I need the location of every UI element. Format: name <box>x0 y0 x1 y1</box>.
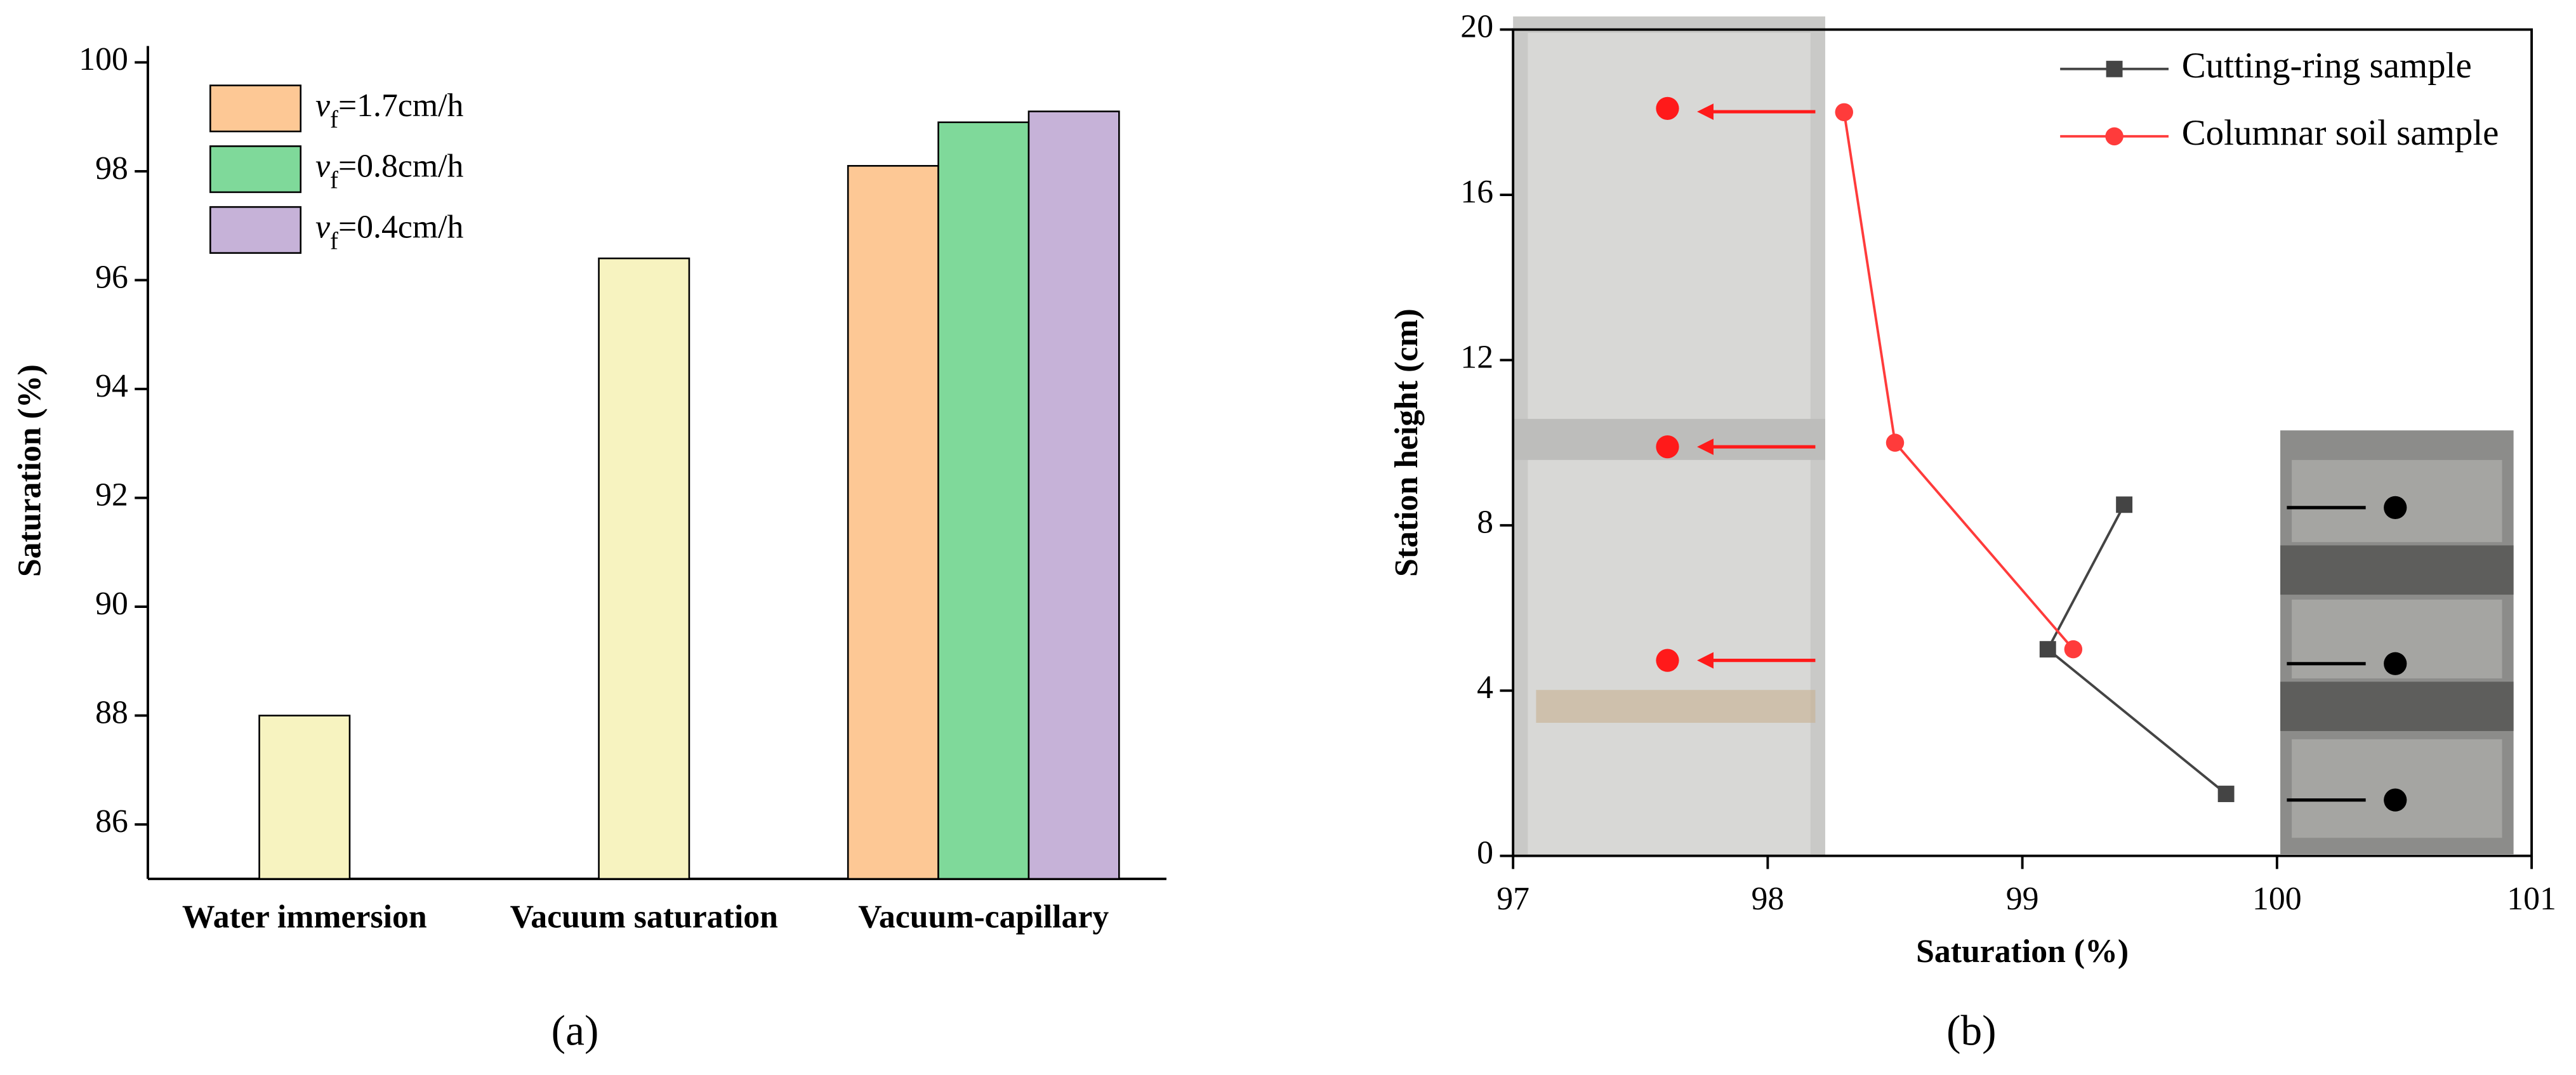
x-tick-label: 101 <box>2507 881 2556 917</box>
caption: (a) <box>552 1006 599 1054</box>
y-tick-label: 90 <box>95 586 128 622</box>
y-axis-label: Station height (cm) <box>1389 308 1425 577</box>
photo-rings <box>2280 430 2514 855</box>
legend-label: vf=0.8cm/h <box>315 148 463 195</box>
legend-marker <box>2106 60 2123 77</box>
marker <box>2039 641 2056 658</box>
marker <box>2064 640 2083 659</box>
y-tick-label: 86 <box>95 803 128 840</box>
legend-label: Cutting-ring sample <box>2182 46 2472 86</box>
y-tick-label: 12 <box>1460 339 1493 375</box>
y-tick-label: 98 <box>95 150 128 187</box>
x-tick-label: Water immersion <box>182 899 427 935</box>
y-tick-label: 96 <box>95 259 128 295</box>
bar <box>258 715 351 880</box>
x-tick-label: 99 <box>2006 881 2039 917</box>
marker <box>2116 496 2133 513</box>
marker <box>2217 786 2235 802</box>
y-tick-label: 94 <box>95 368 128 404</box>
y-tick-label: 100 <box>79 41 128 77</box>
y-tick-label: 0 <box>1477 835 1493 871</box>
y-tick-label: 16 <box>1460 174 1493 210</box>
y-tick-label: 20 <box>1460 8 1493 44</box>
legend-swatch <box>209 84 302 133</box>
marker <box>1835 103 1853 122</box>
bar <box>1027 110 1120 880</box>
x-tick-label: 98 <box>1751 881 1784 917</box>
y-tick-label: 8 <box>1477 505 1493 541</box>
x-tick-label: 97 <box>1496 881 1529 917</box>
x-tick-label: Vacuum-capillary <box>858 899 1109 935</box>
bar <box>847 165 939 880</box>
x-axis-label: Saturation (%) <box>1916 933 2129 970</box>
legend-label: vf=1.7cm/h <box>315 88 463 134</box>
x-tick-label: Vacuum saturation <box>510 899 778 935</box>
marker <box>1886 433 1905 452</box>
caption: (b) <box>1946 1006 1996 1054</box>
legend-label: Columnar soil sample <box>2182 113 2499 153</box>
y-tick-label: 92 <box>95 477 128 513</box>
photo-column <box>1513 16 1825 856</box>
series-line <box>1842 112 2075 650</box>
bar <box>937 121 1030 880</box>
legend-swatch <box>209 206 302 254</box>
y-tick-label: 88 <box>95 694 128 730</box>
y-tick-label: 4 <box>1477 669 1493 706</box>
legend-marker <box>2105 127 2124 146</box>
y-axis-label: Saturation (%) <box>12 364 48 577</box>
x-tick-label: 100 <box>2252 881 2302 917</box>
legend-label: vf=0.4cm/h <box>315 209 463 255</box>
legend-swatch <box>209 145 302 194</box>
bar <box>598 257 690 880</box>
